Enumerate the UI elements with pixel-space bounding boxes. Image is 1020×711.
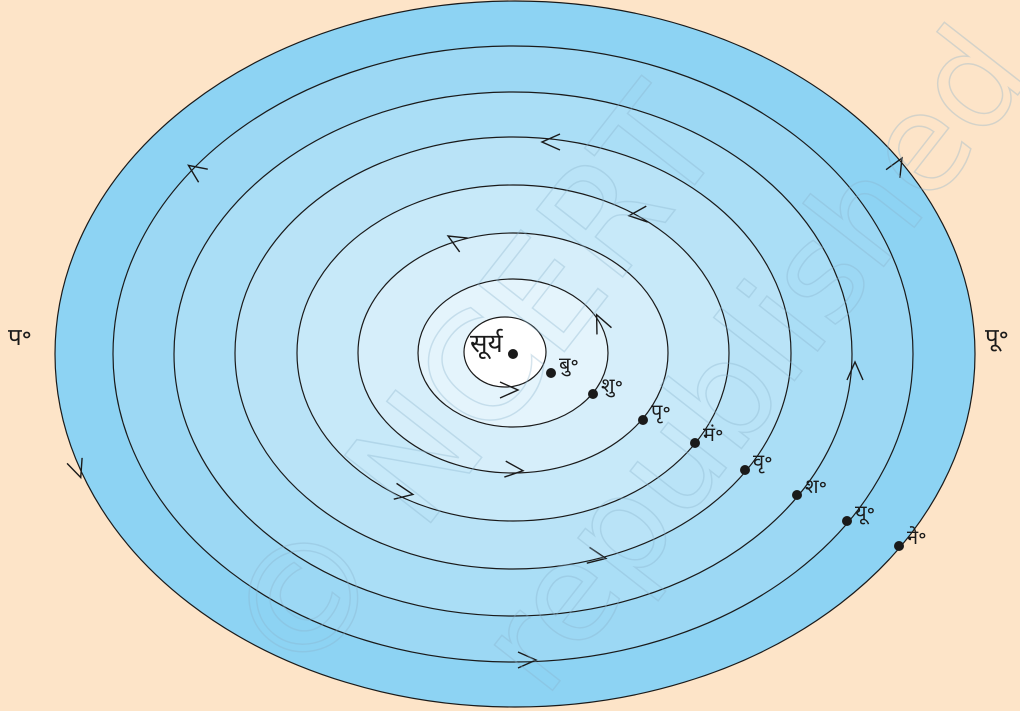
planet-dot-neptune [894, 541, 904, 551]
planet-dot-venus [588, 389, 598, 399]
planet-dot-earth [638, 415, 648, 425]
planet-dot-saturn [792, 490, 802, 500]
orbit-direction-arrow-3 [885, 156, 903, 178]
west-label: प॰ [8, 323, 32, 351]
sun-label: सूर्य [470, 328, 504, 360]
orbit-direction-arrow-6 [595, 313, 612, 335]
planet-group: बु॰ शु॰ पृ॰ मं॰ वृ॰ श॰ यू॰ ने॰ [546, 352, 927, 551]
orbit-direction-arrow-7 [499, 381, 520, 399]
planet-dot-mercury [546, 368, 556, 378]
orbit-direction-arrow-1 [187, 164, 208, 183]
orbit-ellipse-8 [463, 316, 547, 388]
planet-label-uranus: यू॰ [855, 500, 875, 525]
orbit-direction-arrow-11 [846, 360, 864, 381]
orbit-direction-arrow-8 [504, 460, 525, 478]
orbit-direction-arrow-2 [540, 133, 561, 151]
orbit-direction-arrow-9 [393, 482, 415, 500]
planet-label-earth: पृ॰ [651, 399, 671, 424]
east-label: पू॰ [985, 323, 1009, 352]
planet-dot-uranus [842, 516, 852, 526]
planet-label-venus: शु॰ [601, 373, 623, 398]
planet-label-saturn: श॰ [805, 474, 827, 498]
planet-label-neptune: ने॰ [907, 525, 927, 549]
direction-arrow-group [66, 133, 903, 669]
planet-label-mercury: बु॰ [559, 352, 579, 377]
planet-dot-mars [690, 438, 700, 448]
orbit-direction-arrow-4 [446, 235, 468, 253]
sun-dot [508, 349, 518, 359]
planet-label-mars: मं॰ [703, 422, 723, 446]
orbit-direction-arrow-5 [627, 205, 648, 223]
planet-dot-jupiter [740, 465, 750, 475]
planet-label-jupiter: वृ॰ [753, 449, 773, 474]
orbit-direction-arrow-10 [586, 546, 608, 564]
orbit-direction-arrow-13 [517, 651, 538, 669]
orbit-direction-arrow-12 [66, 457, 83, 480]
